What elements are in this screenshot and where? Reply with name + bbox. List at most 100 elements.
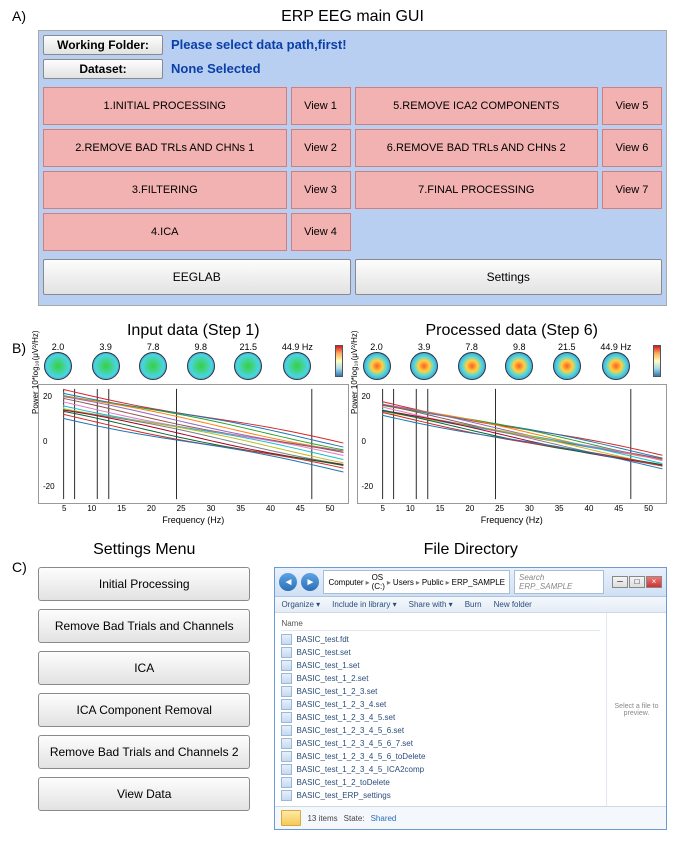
file-row[interactable]: BASIC_test_1.set	[281, 659, 600, 672]
pipeline-step-6[interactable]: 6.REMOVE BAD TRLs AND CHNs 2	[355, 129, 599, 167]
breadcrumb-part[interactable]: Public	[422, 578, 444, 587]
xtick-label: 25	[495, 504, 504, 513]
dataset-button[interactable]: Dataset:	[43, 59, 163, 79]
pipeline-grid: 1.INITIAL PROCESSING View 1 5.REMOVE ICA…	[39, 83, 666, 255]
xtick-label: 15	[436, 504, 445, 513]
pipeline-view-5[interactable]: View 5	[602, 87, 662, 125]
pipeline-step-3[interactable]: 3.FILTERING	[43, 171, 287, 209]
file-row[interactable]: BASIC_test_1_2_3_4_5.set	[281, 711, 600, 724]
file-icon	[281, 686, 292, 697]
topo-freq-label: 3.9	[418, 342, 431, 352]
processed-chart: Processed data (Step 6) 2.0 3.9 7.8 9.8 …	[357, 322, 668, 525]
topomap-icon	[505, 352, 533, 380]
file-row[interactable]: BASIC_test_1_2_toDelete	[281, 776, 600, 789]
file-directory-title: File Directory	[274, 541, 667, 559]
file-icon	[281, 660, 292, 671]
chevron-right-icon: ▸	[366, 578, 370, 587]
breadcrumb-part[interactable]: OS (C:)	[372, 573, 385, 591]
file-list-header[interactable]: Name	[281, 617, 600, 631]
toolbar-item[interactable]: New folder	[494, 600, 532, 609]
breadcrumb-part[interactable]: Computer	[328, 578, 363, 587]
pipeline-step-1[interactable]: 1.INITIAL PROCESSING	[43, 87, 287, 125]
input-topomaps: 2.0 3.9 7.8 9.8 21.5 44.9 Hz	[38, 342, 349, 380]
gui-frame: Working Folder: Please select data path,…	[38, 30, 667, 306]
breadcrumb-part[interactable]: Users	[393, 578, 414, 587]
xtick-label: 10	[87, 504, 96, 513]
file-row[interactable]: BASIC_test_ERP_settings	[281, 789, 600, 802]
settings-item-0[interactable]: Initial Processing	[38, 567, 250, 601]
file-row[interactable]: BASIC_test_1_2_3_4_5_ICA2comp	[281, 763, 600, 776]
close-icon[interactable]: ×	[646, 576, 662, 588]
file-name: BASIC_test_1_2.set	[296, 674, 368, 683]
file-name: BASIC_test.fdt	[296, 635, 348, 644]
settings-item-3[interactable]: ICA Component Removal	[38, 693, 250, 727]
xtick-label: 50	[644, 504, 653, 513]
settings-item-4[interactable]: Remove Bad Trials and Channels 2	[38, 735, 250, 769]
pipeline-step-4[interactable]: 4.ICA	[43, 213, 287, 251]
search-input[interactable]: Search ERP_SAMPLE	[514, 570, 604, 594]
xtick-label: 25	[177, 504, 186, 513]
pipeline-view-3[interactable]: View 3	[291, 171, 351, 209]
xtick-row: 5101520253035404550	[357, 504, 668, 513]
chevron-right-icon: ▸	[446, 578, 450, 587]
file-name: BASIC_test_1_2_3_4_5_6_toDelete	[296, 752, 425, 761]
toolbar-item[interactable]: Share with ▾	[409, 600, 453, 609]
pipeline-step-5[interactable]: 5.REMOVE ICA2 COMPONENTS	[355, 87, 599, 125]
xtick-label: 40	[585, 504, 594, 513]
xtick-label: 10	[406, 504, 415, 513]
pipeline-view-1[interactable]: View 1	[291, 87, 351, 125]
xtick-label: 35	[236, 504, 245, 513]
file-row[interactable]: BASIC_test_1_2_3_4_5_6_toDelete	[281, 750, 600, 763]
file-row[interactable]: BASIC_test_1_2_3.set	[281, 685, 600, 698]
file-row[interactable]: BASIC_test_1_2_3_4_5_6_7.set	[281, 737, 600, 750]
nav-back-icon[interactable]: ◄	[279, 573, 297, 591]
pipeline-step-2[interactable]: 2.REMOVE BAD TRLs AND CHNs 1	[43, 129, 287, 167]
maximize-icon[interactable]: □	[629, 576, 645, 588]
xtick-label: 30	[206, 504, 215, 513]
topomap-icon	[139, 352, 167, 380]
breadcrumb[interactable]: Computer▸OS (C:)▸Users▸Public▸ERP_SAMPLE	[323, 570, 510, 594]
status-count: 13 items	[307, 814, 337, 823]
file-name: BASIC_test_1_2_3_4.set	[296, 700, 386, 709]
eeglab-button[interactable]: EEGLAB	[43, 259, 351, 295]
pipeline-view-7[interactable]: View 7	[602, 171, 662, 209]
nav-forward-icon[interactable]: ►	[301, 573, 319, 591]
pipeline-step-7[interactable]: 7.FINAL PROCESSING	[355, 171, 599, 209]
settings-item-5[interactable]: View Data	[38, 777, 250, 811]
file-row[interactable]: BASIC_test_1_2_3_4.set	[281, 698, 600, 711]
file-icon	[281, 777, 292, 788]
toolbar-item[interactable]: Include in library ▾	[332, 600, 397, 609]
settings-button[interactable]: Settings	[355, 259, 663, 295]
panel-a: A) ERP EEG main GUI Working Folder: Plea…	[8, 8, 667, 306]
xtick-label: 45	[614, 504, 623, 513]
x-axis-label: Frequency (Hz)	[357, 515, 668, 525]
settings-item-1[interactable]: Remove Bad Trials and Channels	[38, 609, 250, 643]
settings-menu-title: Settings Menu	[38, 541, 250, 559]
breadcrumb-part[interactable]: ERP_SAMPLE	[452, 578, 505, 587]
settings-item-2[interactable]: ICA	[38, 651, 250, 685]
pipeline-view-2[interactable]: View 2	[291, 129, 351, 167]
processed-chart-title: Processed data (Step 6)	[357, 322, 668, 340]
file-name: BASIC_test_ERP_settings	[296, 791, 390, 800]
explorer-titlebar: ◄ ► Computer▸OS (C:)▸Users▸Public▸ERP_SA…	[275, 568, 666, 597]
topomap-icon	[92, 352, 120, 380]
topomap-icon	[187, 352, 215, 380]
file-row[interactable]: BASIC_test_1_2.set	[281, 672, 600, 685]
pipeline-view-4[interactable]: View 4	[291, 213, 351, 251]
topomap-icon	[410, 352, 438, 380]
topo-freq-label: 44.9 Hz	[600, 342, 631, 352]
spectrum-svg	[39, 385, 348, 503]
minimize-icon[interactable]: ─	[612, 576, 628, 588]
working-folder-button[interactable]: Working Folder:	[43, 35, 163, 55]
file-row[interactable]: BASIC_test_1_2_3_4_5_6.set	[281, 724, 600, 737]
file-name: BASIC_test_1_2_toDelete	[296, 778, 389, 787]
file-row[interactable]: BASIC_test.set	[281, 646, 600, 659]
panel-b-label: B)	[12, 340, 26, 356]
toolbar-item[interactable]: Organize ▾	[281, 600, 320, 609]
pipeline-view-6[interactable]: View 6	[602, 129, 662, 167]
toolbar-item[interactable]: Burn	[465, 600, 482, 609]
input-chart-title: Input data (Step 1)	[38, 322, 349, 340]
topo-freq-label: 2.0	[52, 342, 65, 352]
file-icon	[281, 751, 292, 762]
file-row[interactable]: BASIC_test.fdt	[281, 633, 600, 646]
